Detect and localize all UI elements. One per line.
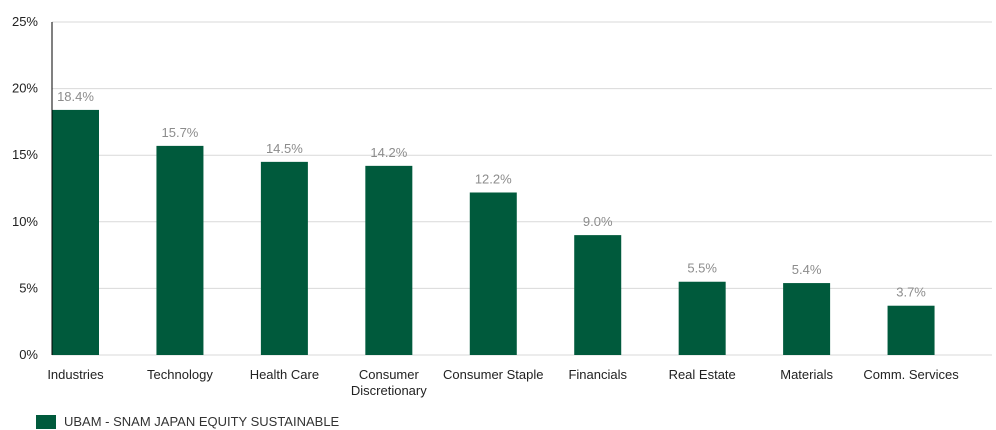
y-tick-label: 25% xyxy=(12,14,38,29)
y-tick-label: 15% xyxy=(12,147,38,162)
bar xyxy=(260,161,308,355)
x-tick-label: Industries xyxy=(47,367,104,382)
bar xyxy=(365,165,413,355)
x-tick-label: Health Care xyxy=(250,367,319,382)
bar xyxy=(574,235,622,355)
x-tick-label: Consumer Staple xyxy=(443,367,543,382)
x-axis-tick-labels: Industries Technology Health Care Consumer D… xyxy=(47,367,959,398)
y-axis-tick-labels: 0% 5% 10% 15% 20% 25% xyxy=(12,14,38,362)
y-tick-label: 10% xyxy=(12,214,38,229)
x-tick-label: Financials xyxy=(568,367,627,382)
y-tick-label: 0% xyxy=(19,347,38,362)
data-label: 12.2% xyxy=(475,171,512,186)
legend-swatch xyxy=(36,414,56,429)
legend: UBAM - SNAM JAPAN EQUITY SUSTAINABLE xyxy=(36,414,339,429)
data-label: 3.7% xyxy=(896,285,926,300)
gridlines xyxy=(52,21,992,356)
x-tick-label: Materials xyxy=(780,367,833,382)
data-label: 15.7% xyxy=(162,125,199,140)
data-label: 14.5% xyxy=(266,141,303,156)
y-tick-label: 20% xyxy=(12,81,38,96)
bar xyxy=(783,283,831,355)
bar xyxy=(678,281,726,355)
data-label: 5.5% xyxy=(687,261,717,276)
bar xyxy=(156,145,204,355)
data-label: 5.4% xyxy=(792,262,822,277)
x-tick-label: Real Estate xyxy=(669,367,736,382)
x-tick-label: Consumer Discretionary xyxy=(351,367,427,398)
data-label: 9.0% xyxy=(583,214,613,229)
y-tick-label: 5% xyxy=(19,280,38,295)
bar xyxy=(887,305,935,355)
bar-chart: 0% 5% 10% 15% 20% 25% 18.4% 15.7% 14.5% 14.2% 12.… xyxy=(12,14,992,398)
data-label: 18.4% xyxy=(57,89,94,104)
data-labels: 18.4% 15.7% 14.5% 14.2% 12.2% 9.0% 5.5% 5.4% 3.7… xyxy=(57,89,926,300)
data-label: 14.2% xyxy=(370,145,407,160)
bars xyxy=(52,109,935,355)
x-tick-label: Comm. Services xyxy=(863,367,959,382)
x-tick-label: Technology xyxy=(147,367,213,382)
bar xyxy=(52,109,99,355)
bar xyxy=(469,192,517,355)
legend-label: UBAM - SNAM JAPAN EQUITY SUSTAINABLE xyxy=(64,414,340,429)
